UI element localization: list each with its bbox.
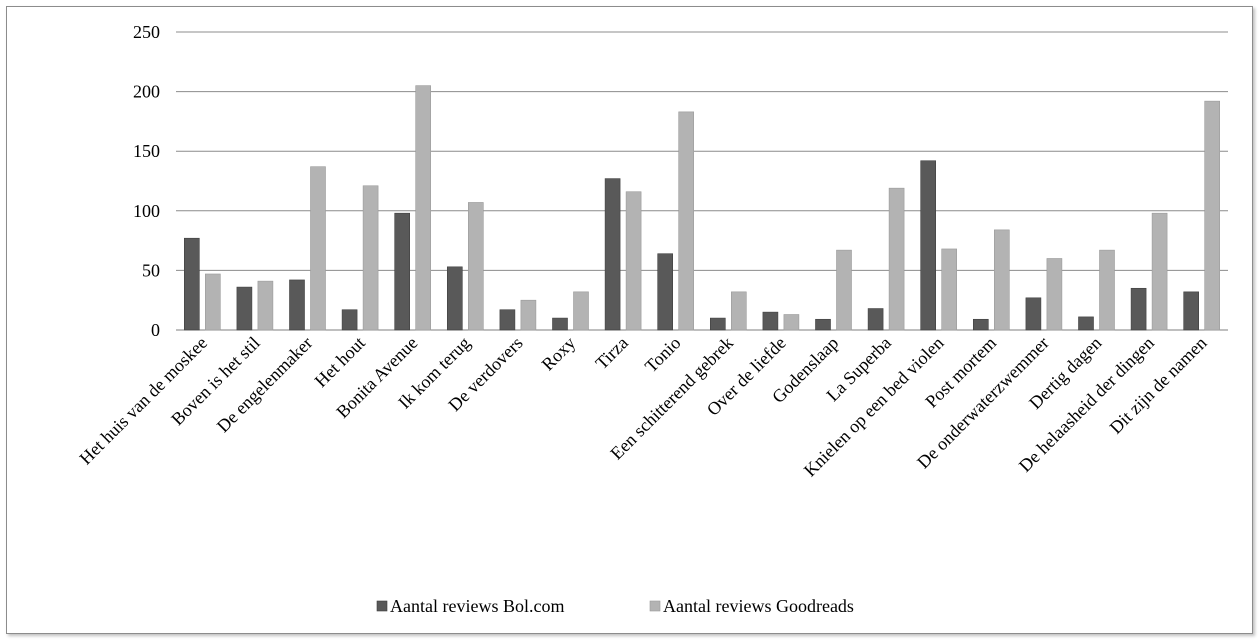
bar-bol — [709, 317, 726, 331]
y-tick-label: 200 — [133, 82, 160, 102]
bar-goodreads — [1046, 258, 1063, 331]
gridlines — [176, 31, 1228, 331]
bar-bol — [446, 266, 463, 331]
y-tick-label: 0 — [151, 320, 160, 340]
bar-bol — [184, 237, 200, 331]
bar-goodreads — [678, 111, 695, 331]
bar-bol — [657, 253, 674, 331]
bar-goodreads — [1151, 212, 1168, 331]
bar-goodreads — [730, 291, 747, 331]
bar-bol — [552, 317, 568, 331]
bar-bol — [1025, 297, 1042, 331]
bar-bol — [867, 308, 884, 331]
bar-goodreads — [520, 299, 537, 331]
bar-goodreads — [205, 273, 221, 331]
bar-goodreads — [310, 166, 326, 331]
y-axis: 0 50 100 150 200 250 — [133, 22, 160, 340]
legend: Aantal reviews Bol.com Aantal reviews Go… — [376, 596, 854, 616]
bar-goodreads — [783, 314, 800, 331]
legend-swatch-bol — [376, 600, 388, 612]
bar-goodreads — [573, 291, 589, 331]
bar-goodreads — [836, 249, 852, 331]
legend-swatch-goodreads — [649, 600, 661, 612]
x-tick-label: Dit zijn de namen — [1106, 333, 1211, 438]
y-tick-label: 150 — [133, 141, 160, 161]
bar-bol — [1078, 316, 1094, 331]
bar-bol — [1183, 291, 1199, 331]
x-tick-label: Tirza — [591, 333, 632, 374]
bar-goodreads — [888, 187, 905, 331]
bar-goodreads — [993, 229, 1010, 331]
bar-bol — [236, 286, 253, 331]
bar-goodreads — [625, 191, 642, 331]
bar-bol — [1130, 287, 1147, 331]
legend-label-bol: Aantal reviews Bol.com — [390, 596, 564, 616]
x-tick-label: Tonio — [641, 333, 685, 377]
x-tick-label: Roxy — [538, 333, 580, 375]
bar-bol — [341, 309, 358, 331]
legend-label-goodreads: Aantal reviews Goodreads — [663, 596, 854, 616]
y-tick-label: 250 — [133, 22, 160, 42]
bar-goodreads — [415, 85, 432, 331]
bar-goodreads — [1099, 249, 1115, 331]
bar-bol — [394, 212, 411, 331]
bar-goodreads — [1204, 100, 1220, 331]
bar-bol — [499, 309, 516, 331]
bar-bol — [289, 279, 305, 331]
bar-goodreads — [257, 280, 274, 331]
bar-bol — [604, 178, 621, 331]
bar-bol — [920, 160, 937, 331]
y-tick-label: 50 — [142, 260, 160, 280]
bar-goodreads — [362, 185, 379, 331]
bar-goodreads — [467, 202, 484, 331]
bar-bol — [815, 318, 831, 331]
bar-goodreads — [941, 248, 958, 331]
y-tick-label: 100 — [133, 201, 160, 221]
bar-bol — [972, 318, 989, 331]
bar-bol — [762, 311, 779, 331]
x-tick-label: De engelenmaker — [213, 333, 317, 437]
bars — [184, 85, 1220, 331]
